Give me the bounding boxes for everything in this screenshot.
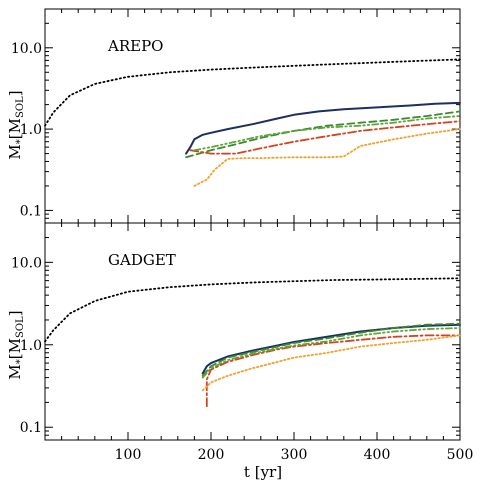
- series-dotted-black: [44, 58, 461, 127]
- y-tick-label: 1.0: [20, 122, 42, 138]
- x-tick-label: 300: [281, 447, 308, 463]
- x-tick-label: 500: [447, 447, 474, 463]
- y-tick-label: 10.0: [11, 41, 42, 57]
- x-tick-label: 200: [198, 447, 225, 463]
- y-axis-title-top: M*[MSOL]: [6, 90, 26, 159]
- series-dotted-orange: [193, 128, 461, 187]
- panel-gadget: 0.1 1.0 10.0 100 200 300 400 500 GADGET: [11, 222, 474, 463]
- y-tick-label: 1.0: [20, 338, 42, 354]
- y-tick-label: 0.1: [20, 203, 42, 219]
- x-tick-label: 100: [115, 447, 142, 463]
- series-solid-navy: [185, 101, 461, 155]
- panel-label: AREPO: [107, 37, 163, 55]
- y-tick-label: 0.1: [20, 420, 42, 436]
- series-dashdotdot-green: [201, 327, 461, 379]
- series-dashed-green: [185, 110, 461, 159]
- series-dotted-orange: [201, 334, 461, 392]
- y-tick-label: 10.0: [11, 255, 42, 271]
- y-axis-title-bottom: M*[MSOL]: [6, 310, 26, 379]
- series-dashdotdot-green: [193, 115, 461, 152]
- x-axis-title: t [yr]: [244, 463, 282, 481]
- panel-arepo: 0.1 1.0 10.0 AREPO: [11, 8, 461, 224]
- series-dotted-black: [44, 277, 461, 343]
- series-dashed-green: [201, 322, 461, 377]
- x-tick-label: 400: [364, 447, 391, 463]
- panel-label: GADGET: [108, 251, 176, 269]
- series-dashdot-red: [189, 120, 461, 155]
- series-solid-navy: [201, 323, 461, 375]
- series-dashdot-red: [205, 334, 461, 408]
- plot-frame: [44, 222, 461, 441]
